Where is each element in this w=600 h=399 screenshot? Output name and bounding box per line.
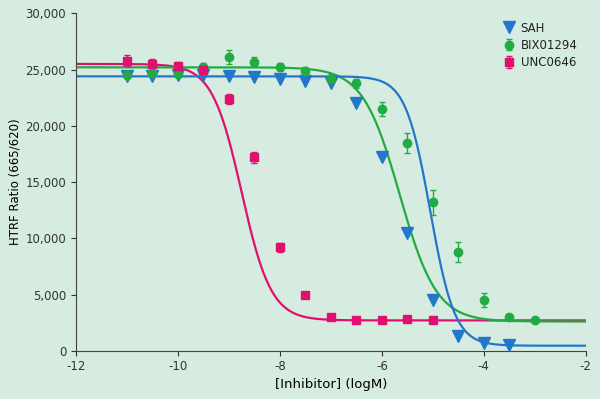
SAH — [175, 73, 182, 77]
SAH — [506, 342, 513, 347]
SAH — [276, 76, 283, 81]
SAH — [251, 75, 258, 80]
SAH — [225, 74, 232, 79]
SAH — [480, 340, 487, 345]
SAH — [353, 101, 360, 106]
SAH — [124, 74, 131, 79]
SAH — [200, 73, 207, 77]
SAH — [429, 298, 436, 302]
SAH — [327, 81, 334, 85]
SAH — [149, 74, 156, 79]
Y-axis label: HTRF Ratio (665/620): HTRF Ratio (665/620) — [8, 119, 22, 245]
Line: SAH: SAH — [121, 70, 515, 350]
SAH — [302, 79, 309, 83]
SAH — [378, 155, 385, 160]
SAH — [404, 230, 411, 235]
X-axis label: [Inhibitor] (logM): [Inhibitor] (logM) — [275, 378, 387, 391]
SAH — [455, 334, 462, 338]
Legend: SAH, BIX01294, UNC0646: SAH, BIX01294, UNC0646 — [499, 19, 580, 71]
